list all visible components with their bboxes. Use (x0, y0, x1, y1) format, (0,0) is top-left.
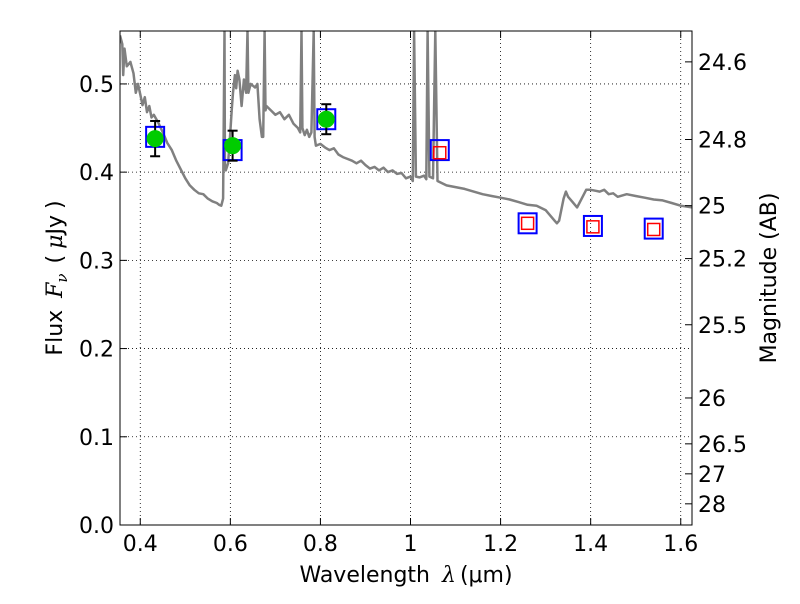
y2-tick-label: 25 (698, 195, 726, 220)
model-photometry-square (517, 212, 538, 235)
model-spectrum-line (120, 31, 692, 225)
plot-layer (120, 31, 692, 240)
y2-tick-label: 27 (698, 463, 726, 488)
y-axis-label-text: Flux (43, 310, 68, 356)
y2-tick-label: 25.5 (698, 314, 747, 339)
x-axis-label: Wavelength λ (μm) (299, 563, 512, 588)
y-tick-label: 0.2 (79, 338, 114, 363)
y-axis-unit-open: ( (43, 255, 68, 264)
observed-point (146, 130, 164, 148)
x-axis-unit: (μm) (460, 563, 513, 588)
x-tick-label: 0.6 (213, 532, 248, 557)
upper-limit-square (433, 145, 447, 160)
y-axis-unit: Jy (43, 215, 68, 237)
y2-tick-label: 26 (698, 387, 726, 412)
y-tick-label: 0.0 (79, 514, 114, 539)
upper-limit-square (646, 222, 661, 237)
model-photometry-square (582, 214, 603, 237)
x-tick-label: 1.2 (483, 532, 518, 557)
x-tick-label: 0.4 (123, 532, 158, 557)
observed-point (224, 137, 242, 155)
y-axis-unit-mu: μ (43, 235, 68, 249)
y2-axis-label: Magnitude (AB) (757, 193, 782, 364)
model-photometry-square (643, 217, 664, 240)
y2-tick-label: 28 (698, 493, 726, 518)
observed-point (317, 110, 335, 128)
x-axis-symbol: λ (441, 563, 456, 588)
y-axis-subscript: ν (53, 273, 71, 282)
x-tick-label: 1 (404, 532, 418, 557)
y2-tick-label: 25.2 (698, 248, 747, 273)
x-tick-label: 0.8 (303, 532, 338, 557)
y-axis-symbol: F (43, 282, 68, 299)
y2-tick-label: 26.5 (698, 433, 747, 458)
x-tick-label: 1.6 (663, 532, 698, 557)
upper-limit-square (520, 216, 535, 231)
x-axis-label-text: Wavelength (299, 563, 430, 588)
upper-limit-square (586, 220, 600, 234)
model-photometry-square (429, 139, 450, 162)
y-tick-label: 0.1 (79, 426, 114, 451)
y-tick-label: 0.4 (79, 161, 114, 186)
grid-layer (120, 31, 692, 526)
y2-tick-label: 24.8 (698, 129, 747, 154)
y2-tick-label: 24.6 (698, 51, 747, 76)
y-axis-unit-close: ) (43, 200, 68, 209)
y-tick-label: 0.3 (79, 249, 114, 274)
y-axis-label: Flux Fν ( μJy) (43, 200, 71, 355)
tick-layer: 0.4 0.6 0.8 1 1.2 1.4 1.6 0.0 0.1 0.2 0.3 0.4 0.5 24.… (79, 31, 747, 557)
x-tick-label: 1.4 (573, 532, 608, 557)
y-tick-label: 0.5 (79, 73, 114, 98)
plot-frame (119, 30, 693, 526)
